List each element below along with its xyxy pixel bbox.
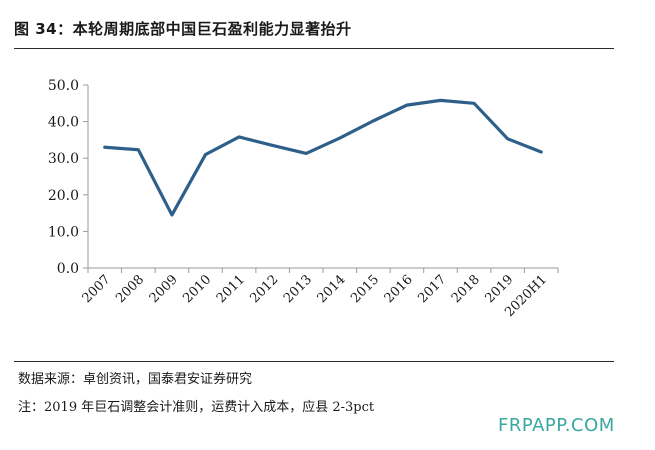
y-tick-label: 10.0 <box>48 224 79 240</box>
x-tick-label: 2012 <box>247 272 281 306</box>
y-tick-label: 20.0 <box>48 188 79 204</box>
x-tick-label: 2014 <box>315 272 349 306</box>
y-tick-label: 50.0 <box>48 78 79 94</box>
x-tick-label: 2008 <box>113 272 147 306</box>
x-tick-label: 2015 <box>348 272 382 306</box>
y-tick-label: 0.0 <box>57 261 79 277</box>
x-tick-label: 2013 <box>281 272 315 306</box>
x-tick-label: 2007 <box>80 272 114 306</box>
series-line <box>103 98 543 217</box>
figure-title: 图 34：本轮周期底部中国巨石盈利能力显著抬升 <box>14 20 352 38</box>
x-tick-label: 2016 <box>382 272 416 306</box>
source-text: 数据来源：卓创资讯，国泰君安证券研究 <box>18 372 253 387</box>
top-rule <box>14 48 614 49</box>
y-tick-label: 40.0 <box>48 115 79 131</box>
bottom-rule <box>14 361 614 362</box>
x-tick-label: 2009 <box>147 272 181 306</box>
x-tick-label: 2017 <box>415 272 449 306</box>
note-text: 注：2019 年巨石调整会计准则，运费计入成本，应县 2-3pct <box>18 400 375 415</box>
x-tick-label: 2010 <box>180 272 214 306</box>
watermark: FRPAPP.COM <box>498 415 615 436</box>
y-tick-label: 30.0 <box>48 151 79 167</box>
x-tick-label: 2018 <box>449 272 483 306</box>
x-tick-label: 2011 <box>214 272 248 306</box>
